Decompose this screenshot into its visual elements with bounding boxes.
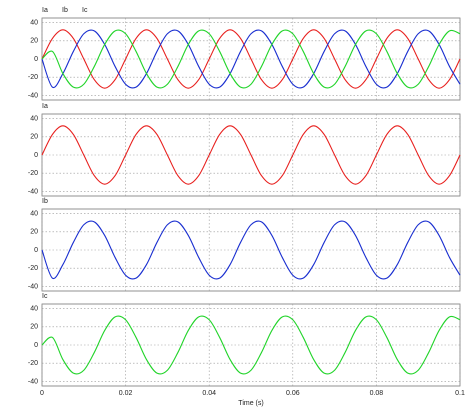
series-line xyxy=(41,29,461,89)
x-tick-label: 0.04 xyxy=(202,390,216,397)
y-tick-label: 20 xyxy=(30,324,38,331)
y-tick-label: -40 xyxy=(28,188,38,195)
legend-label: Ia xyxy=(42,7,48,14)
y-tick-label: 0 xyxy=(34,152,38,159)
y-tick-label: 20 xyxy=(30,134,38,141)
y-tick-label: 0 xyxy=(34,247,38,254)
legend-label: Ic xyxy=(42,293,48,300)
x-tick-label: 0.08 xyxy=(370,390,384,397)
x-tick-label: 0.1 xyxy=(455,390,465,397)
y-tick-label: -20 xyxy=(28,170,38,177)
plot-frame xyxy=(41,208,461,292)
x-tick-label: 0.02 xyxy=(119,390,133,397)
y-tick-label: 40 xyxy=(30,210,38,217)
series-line xyxy=(41,125,461,185)
legend-label: Ib xyxy=(62,7,68,14)
x-tick-label: 0.06 xyxy=(286,390,300,397)
legend-label: Ia xyxy=(42,103,48,110)
y-tick-label: 40 xyxy=(30,115,38,122)
x-axis-label: Time (s) xyxy=(238,400,263,407)
y-tick-label: 0 xyxy=(34,56,38,63)
y-tick-label: 0 xyxy=(34,342,38,349)
y-tick-label: -40 xyxy=(28,283,38,290)
series-line xyxy=(41,29,461,89)
plot-frame xyxy=(41,303,461,387)
series-line xyxy=(41,220,461,280)
y-tick-label: 20 xyxy=(30,38,38,45)
y-tick-label: -40 xyxy=(28,92,38,99)
y-tick-label: 20 xyxy=(30,229,38,236)
y-tick-label: 40 xyxy=(30,305,38,312)
x-tick-label: 0 xyxy=(40,390,44,397)
legend-label: Ib xyxy=(42,198,48,205)
series-line xyxy=(41,29,461,89)
y-tick-label: -20 xyxy=(28,360,38,367)
y-tick-label: 40 xyxy=(30,19,38,26)
legend-label: Ic xyxy=(82,7,88,14)
y-tick-label: -40 xyxy=(28,378,38,385)
series-line xyxy=(41,315,461,375)
y-tick-label: -20 xyxy=(28,74,38,81)
y-tick-label: -20 xyxy=(28,265,38,272)
